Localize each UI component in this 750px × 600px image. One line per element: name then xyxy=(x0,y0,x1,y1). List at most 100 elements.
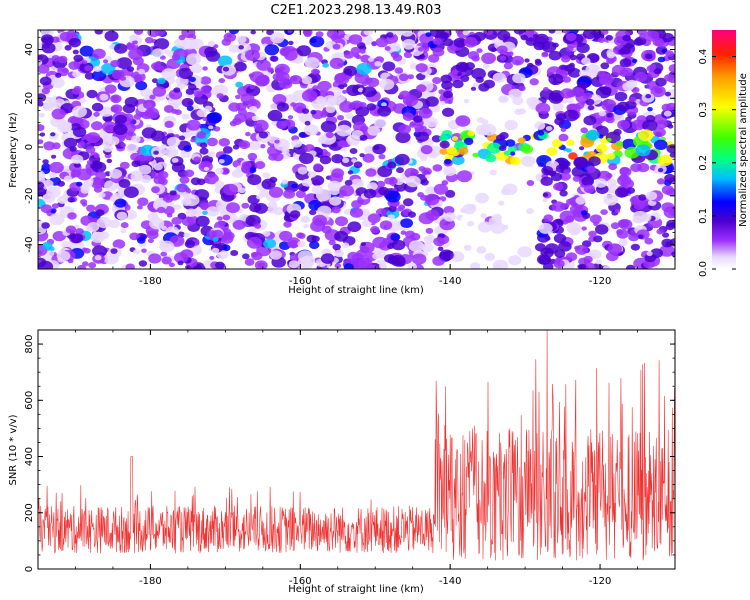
heatmap-cell xyxy=(563,169,570,174)
heatmap-cell xyxy=(512,96,524,106)
heatmap-cell xyxy=(298,152,314,165)
heatmap-cell xyxy=(266,30,274,36)
heatmap-cell xyxy=(289,210,301,219)
heatmap-cell xyxy=(221,38,232,46)
heatmap-cell xyxy=(646,65,656,73)
heatmap-cell xyxy=(216,93,224,99)
heatmap-cell xyxy=(309,209,317,216)
heatmap-cell xyxy=(343,208,352,215)
heatmap-cell xyxy=(206,137,218,147)
heatmap-cell xyxy=(653,68,662,75)
heatmap-cell xyxy=(347,251,359,261)
heatmap-cell xyxy=(541,52,549,58)
heatmap-cell xyxy=(433,237,446,247)
heatmap-cell xyxy=(599,77,609,85)
heatmap-cell xyxy=(291,183,298,189)
heatmap-cell xyxy=(306,234,317,243)
heatmap-cell xyxy=(164,147,179,158)
heatmap-cell xyxy=(356,181,363,186)
snr-xtick-label: -140 xyxy=(439,576,462,587)
heatmap-ytick-label: 40 xyxy=(24,43,35,56)
heatmap-cell xyxy=(588,249,602,260)
heatmap-cell xyxy=(94,30,103,35)
heatmap-cell xyxy=(350,46,361,55)
heatmap-cell xyxy=(67,197,75,203)
heatmap-cell xyxy=(86,89,98,99)
heatmap-cell xyxy=(297,106,303,111)
heatmap-cell xyxy=(339,101,354,113)
heatmap-cell xyxy=(126,66,135,72)
heatmap-cell xyxy=(366,77,380,88)
heatmap-cell xyxy=(540,176,553,186)
heatmap-cell xyxy=(212,237,219,242)
heatmap-cell xyxy=(236,35,247,44)
heatmap-cell xyxy=(413,115,423,123)
heatmap-cell xyxy=(452,79,464,89)
heatmap-cell xyxy=(256,59,271,71)
heatmap-cell xyxy=(247,174,262,186)
snr-xtick-label: -160 xyxy=(289,576,312,587)
figure-title: C2E1.2023.298.13.49.R03 xyxy=(270,3,441,18)
heatmap-cell xyxy=(111,95,119,102)
heatmap-cell xyxy=(664,91,672,97)
heatmap-cell xyxy=(322,62,330,68)
heatmap-cell xyxy=(559,172,571,181)
heatmap-cell xyxy=(626,187,635,194)
heatmap-cell xyxy=(137,197,149,206)
heatmap-cell xyxy=(402,39,416,50)
heatmap-cell xyxy=(431,135,442,143)
heatmap-cell xyxy=(116,211,128,221)
heatmap-cell xyxy=(300,215,310,224)
heatmap-cell xyxy=(320,120,337,133)
snr-ytick-label: 400 xyxy=(24,447,35,466)
snr-plot-area xyxy=(37,329,676,570)
heatmap-cell xyxy=(498,200,505,206)
heatmap-cell xyxy=(666,144,675,154)
heatmap-cell xyxy=(98,192,106,198)
heatmap-cell xyxy=(76,181,83,187)
heatmap-cell xyxy=(620,46,631,55)
heatmap-cell xyxy=(403,198,414,207)
heatmap-cell xyxy=(161,256,172,265)
heatmap-cell xyxy=(626,264,635,269)
heatmap-cell xyxy=(262,172,271,179)
heatmap-cell xyxy=(439,140,450,149)
heatmap-cell xyxy=(296,232,304,239)
heatmap-cell xyxy=(118,179,131,188)
heatmap-cell xyxy=(297,256,312,268)
heatmap-cell xyxy=(49,213,65,226)
colorbar-tick-label: 0.1 xyxy=(698,208,709,224)
heatmap-cell xyxy=(390,233,401,242)
heatmap-cells xyxy=(38,30,675,269)
heatmap-cell xyxy=(367,213,381,224)
heatmap-cell xyxy=(171,157,179,163)
heatmap-cell xyxy=(568,152,578,160)
heatmap-cell xyxy=(251,115,259,122)
heatmap-cell xyxy=(460,75,470,82)
heatmap-cell xyxy=(645,94,652,99)
heatmap-cell xyxy=(230,250,239,256)
heatmap-cell xyxy=(38,260,54,269)
heatmap-cell xyxy=(655,77,667,87)
heatmap-cell xyxy=(545,236,551,241)
heatmap-cell xyxy=(334,263,342,269)
heatmap-cell xyxy=(177,260,184,266)
heatmap-cell xyxy=(657,168,664,173)
heatmap-cell xyxy=(415,63,428,73)
heatmap-cell xyxy=(553,233,567,244)
heatmap-cell xyxy=(41,163,51,171)
heatmap-cell xyxy=(193,156,201,163)
snr-ytick-label: 800 xyxy=(24,335,35,354)
heatmap-cell xyxy=(445,189,456,198)
heatmap-cell xyxy=(535,33,549,45)
heatmap-cell xyxy=(425,227,434,234)
heatmap-cell xyxy=(513,30,525,35)
heatmap-cell xyxy=(332,243,341,251)
heatmap-cell xyxy=(432,164,443,172)
heatmap-cell xyxy=(346,134,361,146)
heatmap-cell xyxy=(222,66,230,72)
heatmap-cell xyxy=(618,239,628,246)
colorbar xyxy=(712,30,736,269)
heatmap-cell xyxy=(671,251,675,257)
heatmap-cell xyxy=(628,96,637,103)
